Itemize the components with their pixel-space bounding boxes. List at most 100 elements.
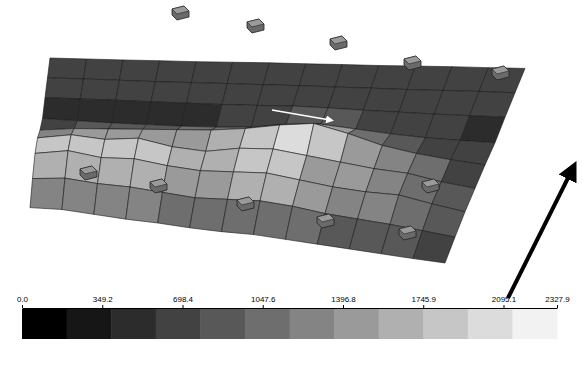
marker-top — [317, 214, 334, 222]
colorbar-tick: 698.4 — [173, 295, 194, 308]
marker-block — [150, 179, 167, 193]
surface — [30, 58, 525, 263]
colorbar-tick-label: 349.2 — [93, 295, 114, 304]
surface-cell — [239, 125, 279, 149]
colorbar-swatch — [512, 309, 557, 339]
colorbar-swatch — [468, 309, 513, 339]
colorbar-axis-line — [23, 308, 558, 309]
colorbar-swatch — [22, 309, 67, 339]
surface-cell — [217, 104, 258, 127]
surface-cell — [293, 86, 336, 108]
chart: 0.0 349.2 698.4 1047.6 1396.8 1745.9 2095.1 232… — [0, 0, 583, 365]
surface-cell — [80, 79, 119, 100]
marker-block — [172, 6, 189, 20]
surface-cell — [108, 123, 146, 129]
surface-cell — [151, 82, 191, 103]
colorbar-tick: 2095.1 — [492, 295, 517, 308]
marker-block — [237, 197, 254, 211]
colorbar-tick-label: 1396.8 — [331, 295, 356, 304]
colorbar-tick: 1047.6 — [251, 295, 276, 308]
surface-cell — [119, 60, 159, 82]
surface-cell — [190, 198, 228, 232]
surface-cell — [182, 103, 222, 127]
surface-cell — [101, 138, 138, 159]
marker-block — [80, 166, 97, 180]
colorbar-tick-label: 698.4 — [173, 295, 194, 304]
colorbar-swatch — [156, 309, 201, 339]
surface-cell — [286, 106, 328, 124]
marker-top — [237, 197, 254, 205]
surface-cell — [98, 158, 135, 187]
surface-cell — [413, 231, 455, 263]
surface-cell — [155, 61, 196, 83]
colorbar-tick: 1396.8 — [331, 295, 356, 308]
marker-top — [399, 226, 416, 234]
marker-block — [422, 179, 439, 193]
colorbar-tick-mark — [102, 305, 103, 308]
colorbar-tick-mark — [557, 305, 558, 308]
colorbar-tick-mark — [183, 305, 184, 308]
surface-cell — [228, 172, 267, 201]
surface-cell — [147, 102, 187, 126]
colorbar-swatch — [334, 309, 379, 339]
surface-cell — [94, 184, 130, 220]
colorbar-tick-label: 2327.9 — [545, 295, 570, 304]
marker-top — [247, 19, 264, 27]
colorbar-axis: 0.0 349.2 698.4 1047.6 1396.8 1745.9 2095.1 232… — [17, 295, 570, 309]
marker-block — [399, 226, 416, 240]
colorbar-tick-label: 0.0 — [17, 295, 29, 304]
surface-cell — [74, 121, 112, 129]
surface-cell — [222, 84, 263, 106]
surface-cell — [77, 99, 115, 123]
marker-block — [404, 56, 421, 70]
marker-block — [492, 66, 509, 80]
direction-arrow — [508, 170, 572, 298]
marker-block — [317, 214, 334, 228]
surface-cell — [30, 178, 65, 209]
colorbar-tick-mark — [263, 305, 264, 308]
colorbar-tick-mark — [503, 305, 504, 308]
surface-cell — [105, 129, 143, 139]
colorbar-swatch — [379, 309, 424, 339]
surface-cell — [163, 166, 201, 198]
surface-cell — [45, 78, 83, 99]
surface-cell — [263, 63, 306, 86]
marker-top — [172, 6, 189, 14]
surface-cell — [257, 85, 299, 106]
colorbar-tick: 2327.9 — [545, 295, 570, 308]
marker-top — [330, 36, 347, 44]
colorbar-swatch — [245, 309, 290, 339]
colorbar-tick: 0.0 — [17, 295, 29, 308]
marker-top — [492, 66, 509, 74]
surface-cell — [158, 192, 195, 227]
marker-top — [404, 56, 421, 64]
marker-block — [330, 36, 347, 50]
marker-top — [80, 166, 97, 174]
colorbar-tick-label: 1745.9 — [412, 295, 437, 304]
surface-cell — [233, 148, 273, 173]
colorbar-tick-label: 1047.6 — [251, 295, 276, 304]
colorbar-tick: 1745.9 — [412, 295, 437, 308]
colorbar-swatch — [423, 309, 468, 339]
marker-block — [247, 19, 264, 33]
colorbar-tick: 349.2 — [93, 295, 114, 308]
surface-cell — [143, 125, 182, 130]
colorbar-swatch — [111, 309, 156, 339]
surface-cell — [200, 148, 239, 172]
surface-cell — [187, 83, 228, 105]
colorbar-tick-mark — [22, 305, 23, 308]
surface-cell — [116, 80, 156, 101]
colorbar-swatch — [200, 309, 245, 339]
surface-cell — [299, 64, 342, 87]
surface-cell — [470, 91, 515, 117]
colorbar-tick-mark — [423, 305, 424, 308]
surface-cell — [33, 151, 69, 179]
pointer-arrow — [272, 110, 330, 120]
surface-cell — [130, 159, 167, 193]
colorbar-tick-mark — [343, 305, 344, 308]
colorbar-swatch — [290, 309, 335, 339]
surface-cell — [65, 151, 101, 184]
surface-cell — [43, 98, 81, 121]
surface-cell — [48, 58, 87, 79]
surface-cell — [40, 118, 77, 130]
